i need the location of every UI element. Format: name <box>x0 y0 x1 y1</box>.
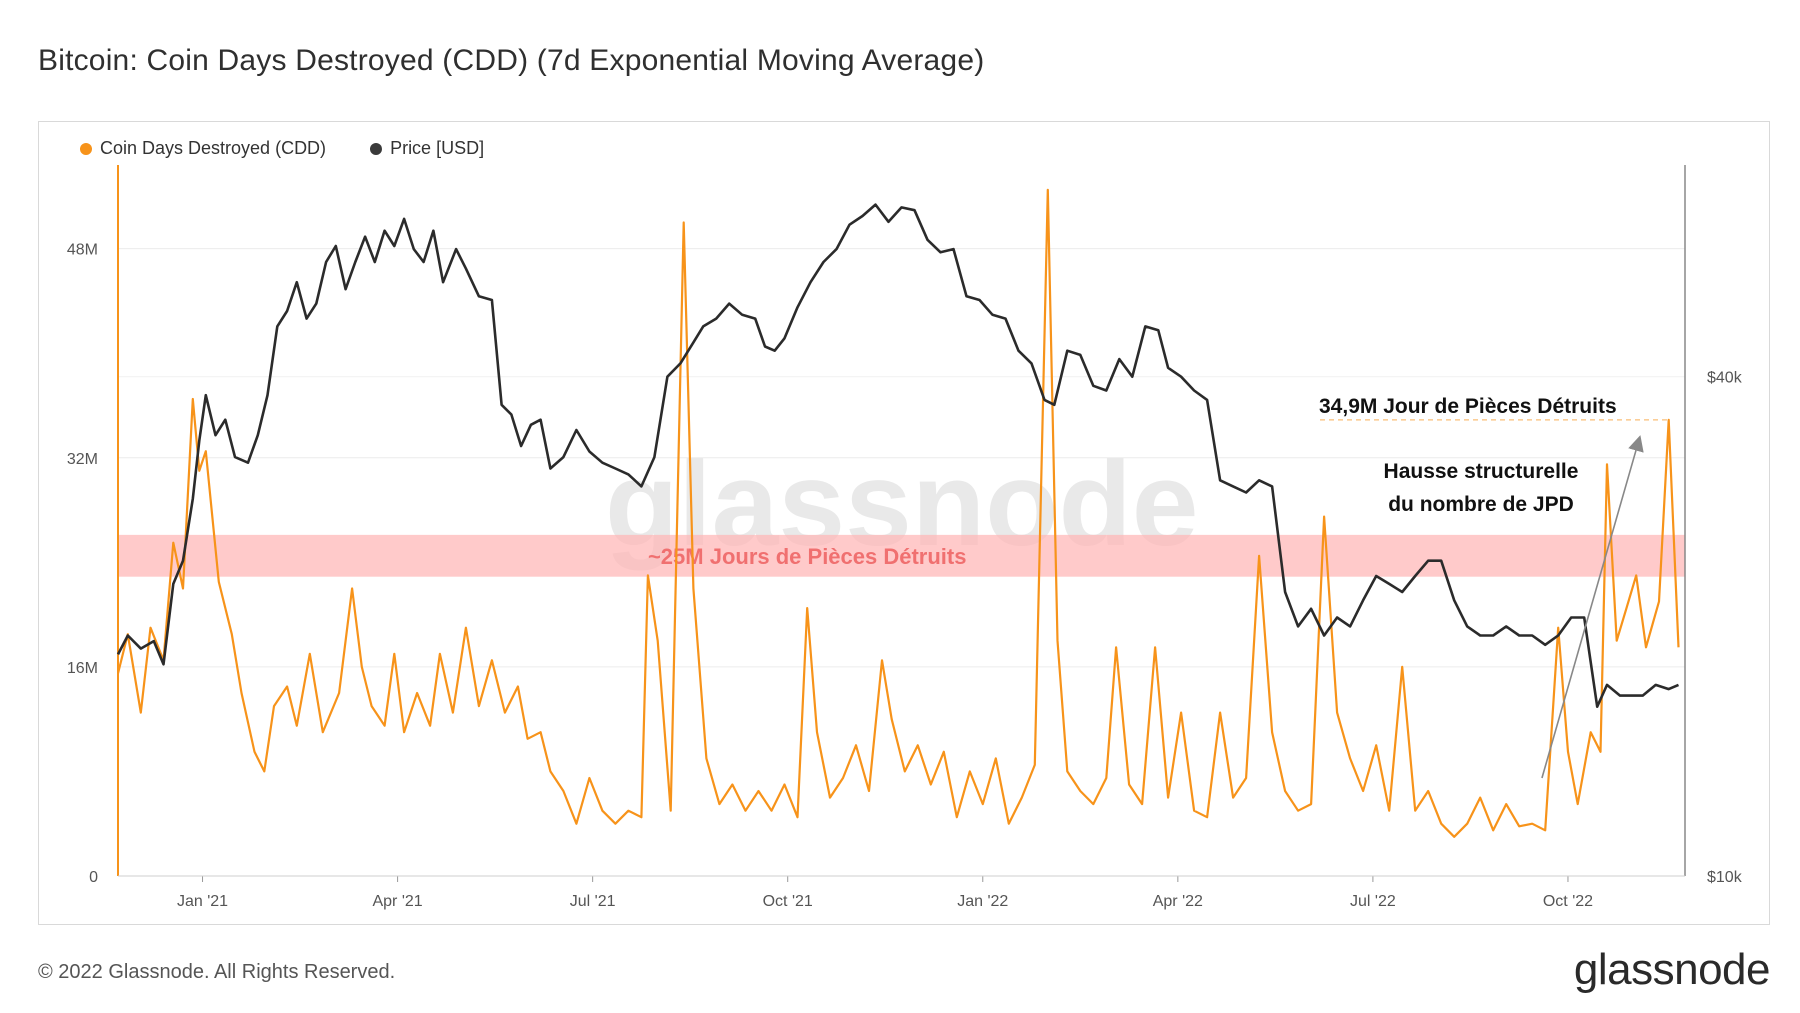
y-right-tick-label: $40k <box>1707 370 1743 387</box>
x-tick-label: Jan '21 <box>177 893 228 910</box>
trend-annotation-line1: Hausse structurelle <box>1384 460 1579 483</box>
price-series-line <box>116 203 1680 709</box>
footer-copyright: © 2022 Glassnode. All Rights Reserved. <box>38 961 396 983</box>
axes <box>117 165 1686 882</box>
x-tick-label: Jan '22 <box>957 893 1008 910</box>
legend-price-label: Price [USD] <box>390 138 485 158</box>
x-tick-label: Oct '22 <box>1543 893 1593 910</box>
cdd-25m-band <box>118 534 1685 577</box>
y-left-tick-label: 32M <box>67 451 98 468</box>
legend-price-dot <box>370 142 383 155</box>
y-left-tick-label: 0 <box>89 869 98 886</box>
x-tick-label: Apr '22 <box>1153 893 1203 910</box>
chart-title: Bitcoin: Coin Days Destroyed (CDD) (7d E… <box>38 44 985 77</box>
legend-item-cdd[interactable]: Coin Days Destroyed (CDD) <box>80 138 326 159</box>
x-tick-label: Jul '21 <box>570 893 616 910</box>
legend-item-price[interactable]: Price [USD] <box>370 138 484 159</box>
chart-panel <box>38 121 1770 925</box>
legend-cdd-label: Coin Days Destroyed (CDD) <box>100 138 327 158</box>
y-left-tick-label: 48M <box>67 242 98 259</box>
trend-annotation-line2: du nombre de JPD <box>1388 493 1574 516</box>
x-tick-label: Jul '22 <box>1350 893 1396 910</box>
peak-annotation: 34,9M Jour de Pièces Détruits <box>1319 395 1617 418</box>
cdd-series-line <box>116 188 1680 838</box>
legend-cdd-dot <box>80 142 92 155</box>
x-tick-label: Apr '21 <box>372 893 422 910</box>
trend-arrow <box>1541 435 1644 779</box>
y-left-tick-label: 16M <box>67 660 98 677</box>
axis-ticks: 0 16M 32M 48M $10k $40k Jan '21 Apr '21 Jul '21 O… <box>67 242 1743 910</box>
legend: Coin Days Destroyed (CDD) Price [USD] <box>80 138 484 159</box>
band-label: ~25M Jours de Pièces Détruits <box>648 544 967 569</box>
footer-logo[interactable]: glassnode <box>1573 945 1771 994</box>
x-tick-label: Oct '21 <box>763 893 813 910</box>
y-right-tick-label: $10k <box>1707 869 1743 886</box>
